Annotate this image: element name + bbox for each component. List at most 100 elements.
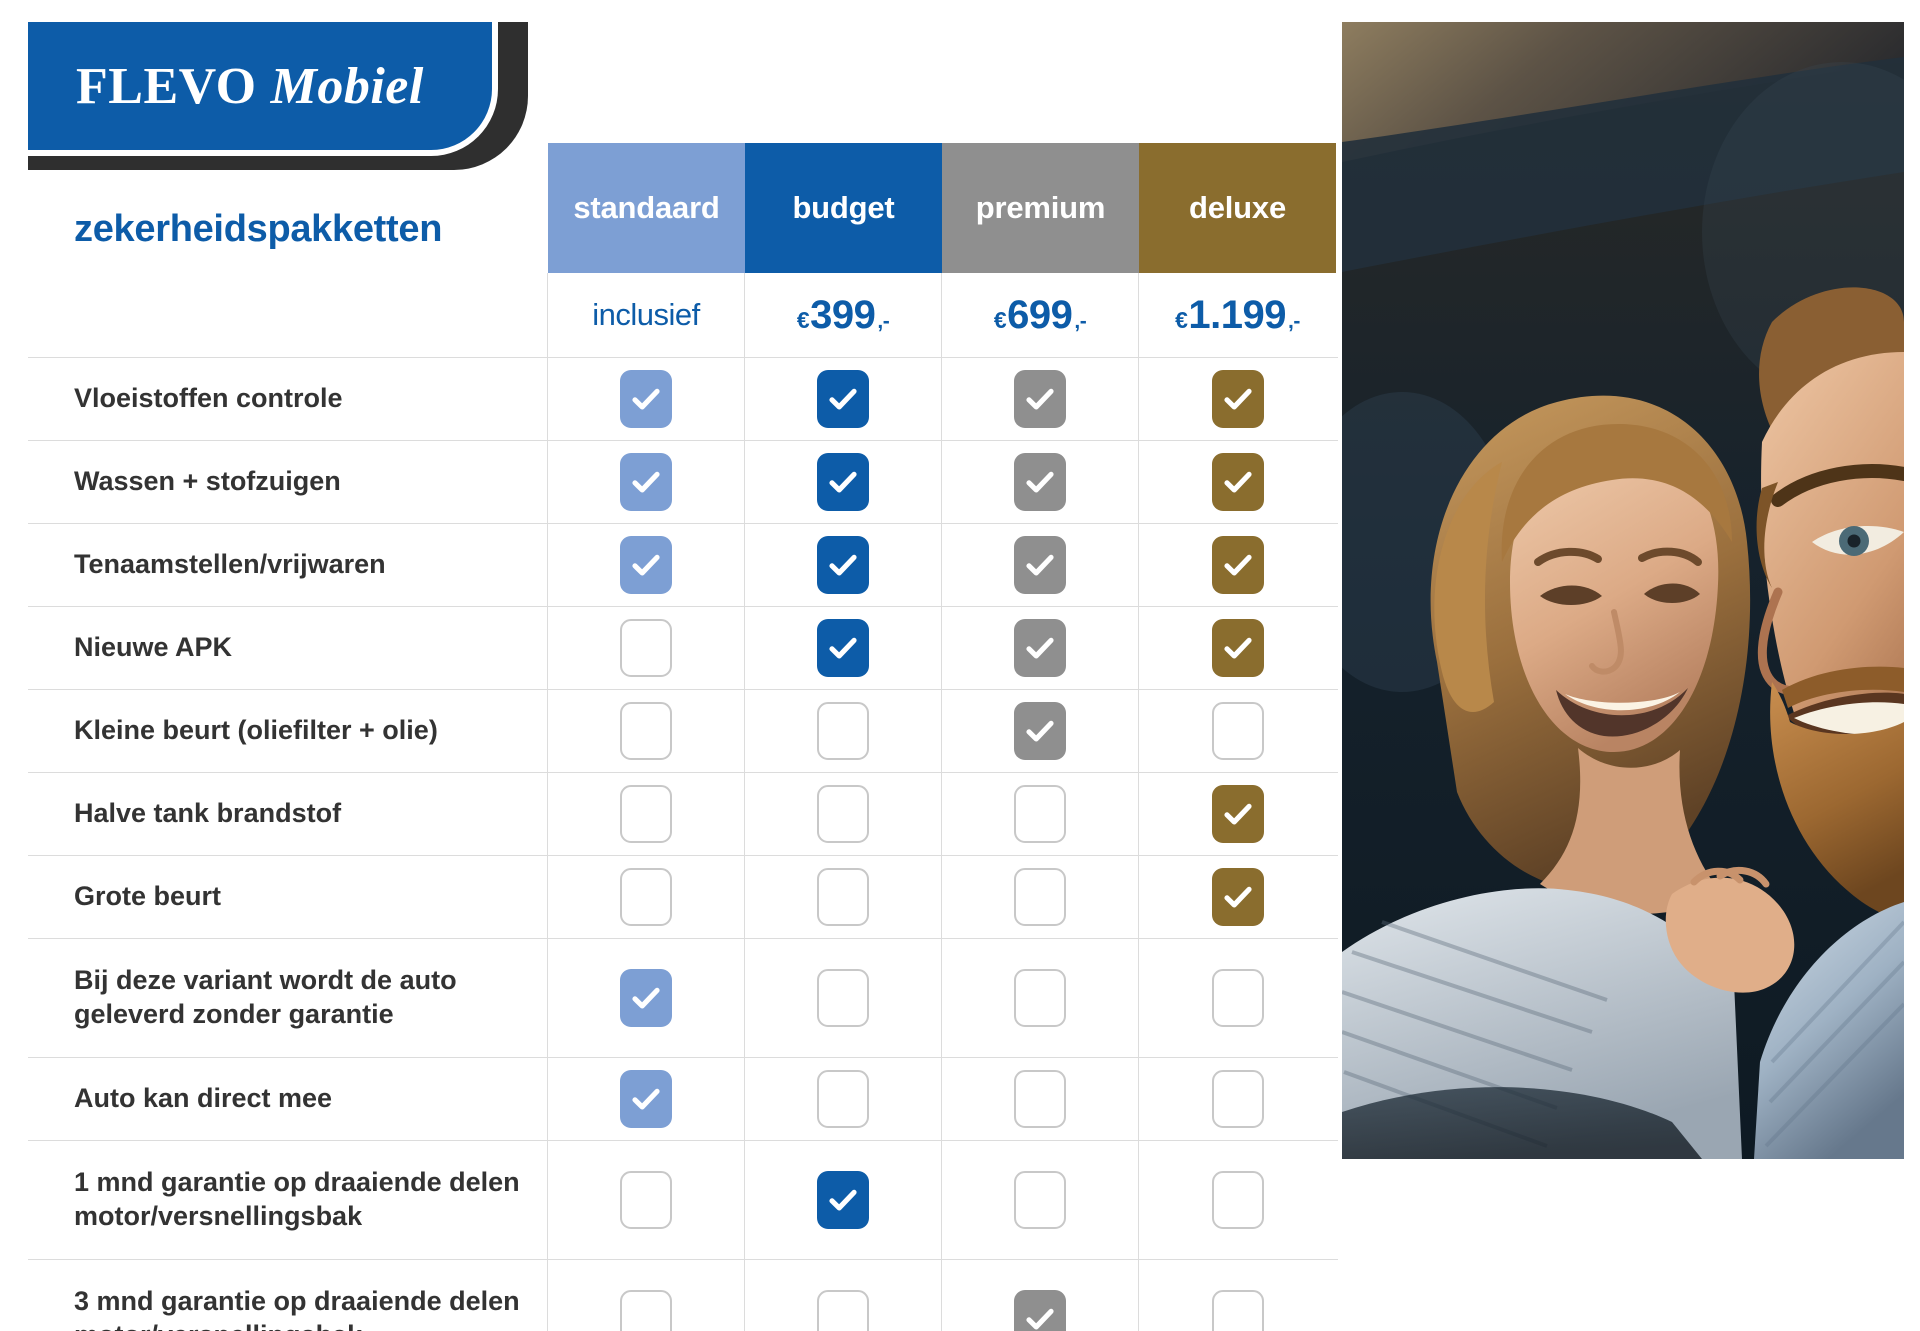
checkbox-cell-standaard[interactable] [548, 1141, 745, 1259]
checkbox-cell-budget[interactable] [745, 939, 942, 1057]
checkbox-checked-icon[interactable] [620, 370, 672, 428]
checkbox-checked-icon[interactable] [620, 969, 672, 1027]
checkbox-cell-budget[interactable] [745, 524, 942, 606]
checkbox-checked-icon[interactable] [1211, 536, 1264, 594]
checkbox-unchecked-icon[interactable] [1014, 785, 1066, 843]
checkbox-cell-premium[interactable] [942, 441, 1139, 523]
checkbox-cell-deluxe[interactable] [1139, 524, 1336, 606]
couple-in-car-photo [1342, 22, 1904, 1159]
checkbox-cell-standaard[interactable] [548, 358, 745, 440]
checkbox-cell-budget[interactable] [745, 1141, 942, 1259]
checkbox-cell-deluxe[interactable] [1139, 441, 1336, 523]
checkbox-unchecked-icon[interactable] [620, 702, 672, 760]
checkbox-unchecked-icon[interactable] [620, 868, 672, 926]
column-header-deluxe[interactable]: deluxe [1139, 143, 1336, 273]
checkbox-checked-icon[interactable] [1211, 619, 1264, 677]
checkbox-cell-budget[interactable] [745, 856, 942, 938]
checkbox-cell-budget[interactable] [745, 1260, 942, 1331]
feature-label-cell: 3 mnd garantie op draaiende delen motor/… [28, 1260, 548, 1331]
checkbox-cell-premium[interactable] [942, 1058, 1139, 1140]
checkbox-unchecked-icon[interactable] [817, 969, 869, 1027]
checkbox-cell-premium[interactable] [942, 856, 1139, 938]
checkbox-checked-icon[interactable] [1211, 868, 1264, 926]
checkbox-unchecked-icon[interactable] [620, 1171, 672, 1229]
checkbox-cell-premium[interactable] [942, 524, 1139, 606]
checkbox-unchecked-icon[interactable] [1211, 702, 1264, 760]
checkbox-checked-icon[interactable] [817, 536, 869, 594]
checkbox-cell-standaard[interactable] [548, 856, 745, 938]
checkbox-unchecked-icon[interactable] [1014, 1070, 1066, 1128]
checkbox-unchecked-icon[interactable] [817, 785, 869, 843]
checkbox-checked-icon[interactable] [1211, 785, 1264, 843]
checkbox-checked-icon[interactable] [1014, 702, 1066, 760]
checkbox-cell-budget[interactable] [745, 773, 942, 855]
checkbox-checked-icon[interactable] [817, 453, 869, 511]
checkbox-cell-premium[interactable] [942, 773, 1139, 855]
checkbox-cell-premium[interactable] [942, 607, 1139, 689]
checkbox-unchecked-icon[interactable] [817, 1070, 869, 1128]
checkbox-cell-standaard[interactable] [548, 607, 745, 689]
checkbox-cell-budget[interactable] [745, 1058, 942, 1140]
checkbox-checked-icon[interactable] [1014, 370, 1066, 428]
checkbox-checked-icon[interactable] [1211, 453, 1264, 511]
checkbox-cell-standaard[interactable] [548, 690, 745, 772]
checkbox-cell-standaard[interactable] [548, 1260, 745, 1331]
checkbox-checked-icon[interactable] [817, 370, 869, 428]
checkbox-cell-premium[interactable] [942, 690, 1139, 772]
column-header-standaard[interactable]: standaard [548, 143, 745, 273]
checkbox-unchecked-icon[interactable] [1014, 1171, 1066, 1229]
checkbox-cell-deluxe[interactable] [1139, 856, 1336, 938]
checkbox-cell-premium[interactable] [942, 358, 1139, 440]
feature-label-cell: Halve tank brandstof [28, 773, 548, 855]
checkbox-checked-icon[interactable] [620, 536, 672, 594]
checkbox-checked-icon[interactable] [620, 1070, 672, 1128]
table-row: Auto kan direct mee [28, 1058, 1338, 1141]
column-header-premium[interactable]: premium [942, 143, 1139, 273]
checkbox-checked-icon[interactable] [1014, 619, 1066, 677]
checkbox-cell-deluxe[interactable] [1139, 607, 1336, 689]
checkbox-unchecked-icon[interactable] [817, 702, 869, 760]
checkbox-cell-budget[interactable] [745, 441, 942, 523]
checkbox-unchecked-icon[interactable] [620, 785, 672, 843]
price-row-label-cell [28, 273, 548, 357]
column-header-budget[interactable]: budget [745, 143, 942, 273]
checkbox-unchecked-icon[interactable] [1211, 1290, 1264, 1331]
checkbox-cell-budget[interactable] [745, 358, 942, 440]
checkbox-cell-standaard[interactable] [548, 441, 745, 523]
checkbox-checked-icon[interactable] [1211, 370, 1264, 428]
checkbox-unchecked-icon[interactable] [1014, 969, 1066, 1027]
checkbox-unchecked-icon[interactable] [817, 868, 869, 926]
checkbox-cell-deluxe[interactable] [1139, 773, 1336, 855]
checkbox-cell-deluxe[interactable] [1139, 1058, 1336, 1140]
checkbox-cell-standaard[interactable] [548, 773, 745, 855]
checkbox-checked-icon[interactable] [1014, 1290, 1066, 1331]
checkbox-cell-budget[interactable] [745, 607, 942, 689]
checkbox-checked-icon[interactable] [817, 1171, 869, 1229]
checkbox-cell-deluxe[interactable] [1139, 1141, 1336, 1259]
checkbox-cell-standaard[interactable] [548, 939, 745, 1057]
checkbox-cell-deluxe[interactable] [1139, 1260, 1336, 1331]
checkbox-unchecked-icon[interactable] [1211, 969, 1264, 1027]
checkbox-unchecked-icon[interactable] [1211, 1070, 1264, 1128]
checkbox-cell-standaard[interactable] [548, 1058, 745, 1140]
checkbox-cell-budget[interactable] [745, 690, 942, 772]
section-title-cell: zekerheidspakketten [28, 185, 548, 273]
checkbox-checked-icon[interactable] [817, 619, 869, 677]
checkbox-checked-icon[interactable] [620, 453, 672, 511]
checkbox-cell-premium[interactable] [942, 939, 1139, 1057]
checkbox-checked-icon[interactable] [1014, 536, 1066, 594]
checkbox-cell-premium[interactable] [942, 1141, 1139, 1259]
checkbox-unchecked-icon[interactable] [620, 1290, 672, 1331]
checkbox-cell-standaard[interactable] [548, 524, 745, 606]
checkbox-cell-deluxe[interactable] [1139, 939, 1336, 1057]
table-row: Grote beurt [28, 856, 1338, 939]
checkbox-cell-deluxe[interactable] [1139, 690, 1336, 772]
checkbox-unchecked-icon[interactable] [1211, 1171, 1264, 1229]
checkbox-cell-deluxe[interactable] [1139, 358, 1336, 440]
checkbox-cell-premium[interactable] [942, 1260, 1139, 1331]
checkbox-unchecked-icon[interactable] [817, 1290, 869, 1331]
checkbox-checked-icon[interactable] [1014, 453, 1066, 511]
checkbox-unchecked-icon[interactable] [1014, 868, 1066, 926]
checkbox-unchecked-icon[interactable] [620, 619, 672, 677]
